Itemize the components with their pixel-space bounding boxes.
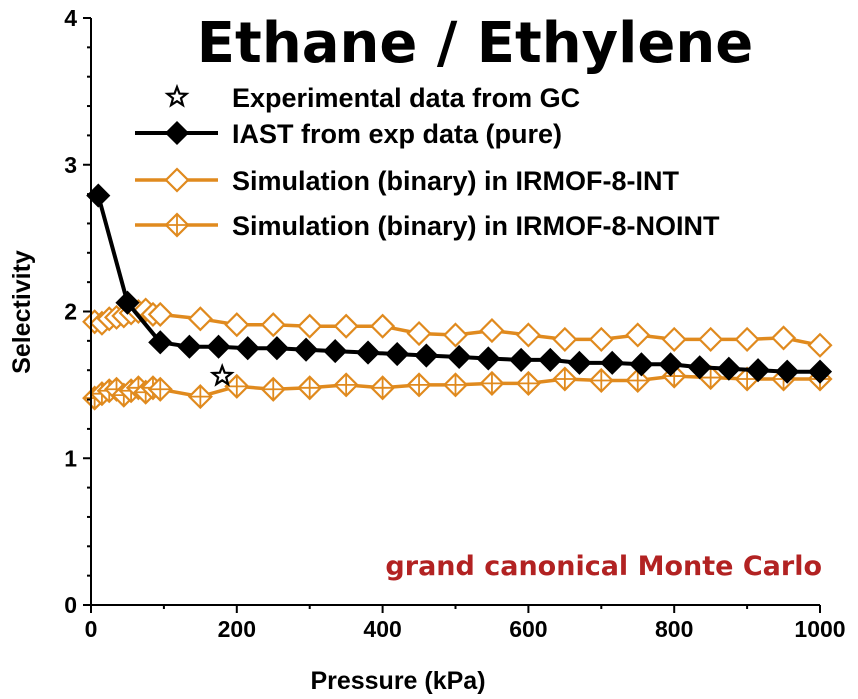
- data-point: [148, 330, 173, 355]
- data-point: [625, 322, 651, 348]
- legend-item-iast: IAST from exp data (pure): [135, 119, 562, 149]
- y-tick-label: 3: [64, 152, 77, 178]
- data-point: [807, 332, 833, 358]
- y-axis-label: Selectivity: [8, 250, 36, 374]
- series-1: [86, 183, 833, 384]
- data-point: [333, 313, 359, 339]
- data-point: [264, 336, 289, 361]
- legend-item-irmof-8-int: Simulation (binary) in IRMOF-8-INT: [135, 166, 679, 196]
- data-point: [479, 370, 505, 396]
- legend-label-iast: IAST from exp data (pure): [232, 119, 562, 149]
- data-point: [187, 306, 213, 332]
- data-point: [406, 372, 432, 398]
- data-point: [538, 347, 563, 372]
- data-point: [147, 376, 173, 402]
- data-point: [476, 346, 501, 371]
- data-point: [661, 326, 687, 352]
- data-point: [147, 301, 173, 327]
- data-point: [260, 312, 286, 338]
- y-tick-label: 1: [64, 445, 77, 471]
- legend-marker-0: [164, 83, 190, 108]
- data-point: [370, 375, 396, 401]
- series-layer: [82, 183, 833, 411]
- data-point: [385, 341, 410, 367]
- x-tick-label: 400: [363, 616, 401, 642]
- data-point: [775, 359, 800, 384]
- y-tick-label: 2: [64, 299, 77, 325]
- data-point: [447, 344, 472, 370]
- data-point: [224, 373, 250, 399]
- data-point: [807, 359, 833, 384]
- data-point: [716, 356, 741, 381]
- legend-label-experimental: Experimental data from GC: [232, 83, 580, 113]
- legend-marker-2: [164, 167, 190, 193]
- data-point: [224, 312, 250, 338]
- data-point: [297, 313, 323, 339]
- data-point: [567, 350, 592, 375]
- legend-label-irmof-8-int: Simulation (binary) in IRMOF-8-INT: [232, 166, 679, 196]
- legend-marker-3: [164, 212, 190, 238]
- axes-layer: 0 200 400 600 800 1000 0 1 2 3 4: [64, 5, 845, 642]
- data-point: [442, 322, 469, 348]
- method-annotation: grand canonical Monte Carlo: [385, 551, 822, 582]
- data-point: [333, 372, 359, 398]
- data-point: [293, 337, 319, 362]
- data-point: [552, 366, 578, 392]
- x-tick-label: 600: [509, 616, 547, 642]
- data-point: [625, 367, 651, 394]
- data-point: [515, 322, 541, 348]
- data-point: [206, 334, 231, 359]
- legend-item-irmof-8-noint: Simulation (binary) in IRMOF-8-NOINT: [135, 211, 720, 241]
- data-point: [588, 326, 614, 352]
- x-tick-label: 200: [218, 616, 256, 642]
- data-point: [187, 384, 213, 410]
- legend-label-irmof-8-noint: Simulation (binary) in IRMOF-8-NOINT: [232, 211, 720, 241]
- data-point: [406, 320, 432, 347]
- legend-item-experimental: Experimental data from GC: [164, 83, 580, 113]
- data-point: [323, 339, 348, 364]
- x-tick-label: 0: [85, 616, 98, 642]
- data-point: [588, 367, 614, 394]
- data-point: [177, 334, 202, 359]
- x-axis-label: Pressure (kPa): [310, 667, 485, 695]
- y-tick-label: 4: [64, 5, 77, 31]
- data-point: [414, 343, 439, 368]
- data-point: [209, 362, 235, 387]
- data-point: [509, 347, 534, 372]
- legend: Experimental data from GC IAST from exp …: [135, 83, 720, 241]
- data-point: [698, 326, 724, 352]
- data-point: [600, 350, 625, 375]
- data-point: [115, 290, 140, 315]
- data-point: [297, 375, 323, 401]
- data-point: [552, 326, 578, 352]
- series-0: [209, 362, 235, 387]
- data-point: [260, 376, 286, 402]
- x-tick-label: 800: [655, 616, 693, 642]
- x-tick-label: 1000: [794, 616, 845, 642]
- data-point: [770, 325, 797, 351]
- data-point: [734, 326, 760, 352]
- data-point: [479, 318, 505, 344]
- legend-marker-1: [164, 120, 190, 146]
- series-3: [82, 363, 833, 411]
- data-point: [370, 313, 396, 339]
- data-point: [658, 352, 683, 377]
- data-point: [687, 355, 712, 380]
- y-tick-label: 0: [64, 592, 77, 618]
- data-point: [355, 340, 381, 365]
- data-point: [442, 372, 469, 398]
- chart-title: Ethane / Ethylene: [197, 11, 753, 76]
- data-point: [515, 370, 541, 396]
- data-point: [629, 352, 654, 377]
- data-point: [235, 336, 260, 361]
- data-point: [745, 358, 771, 383]
